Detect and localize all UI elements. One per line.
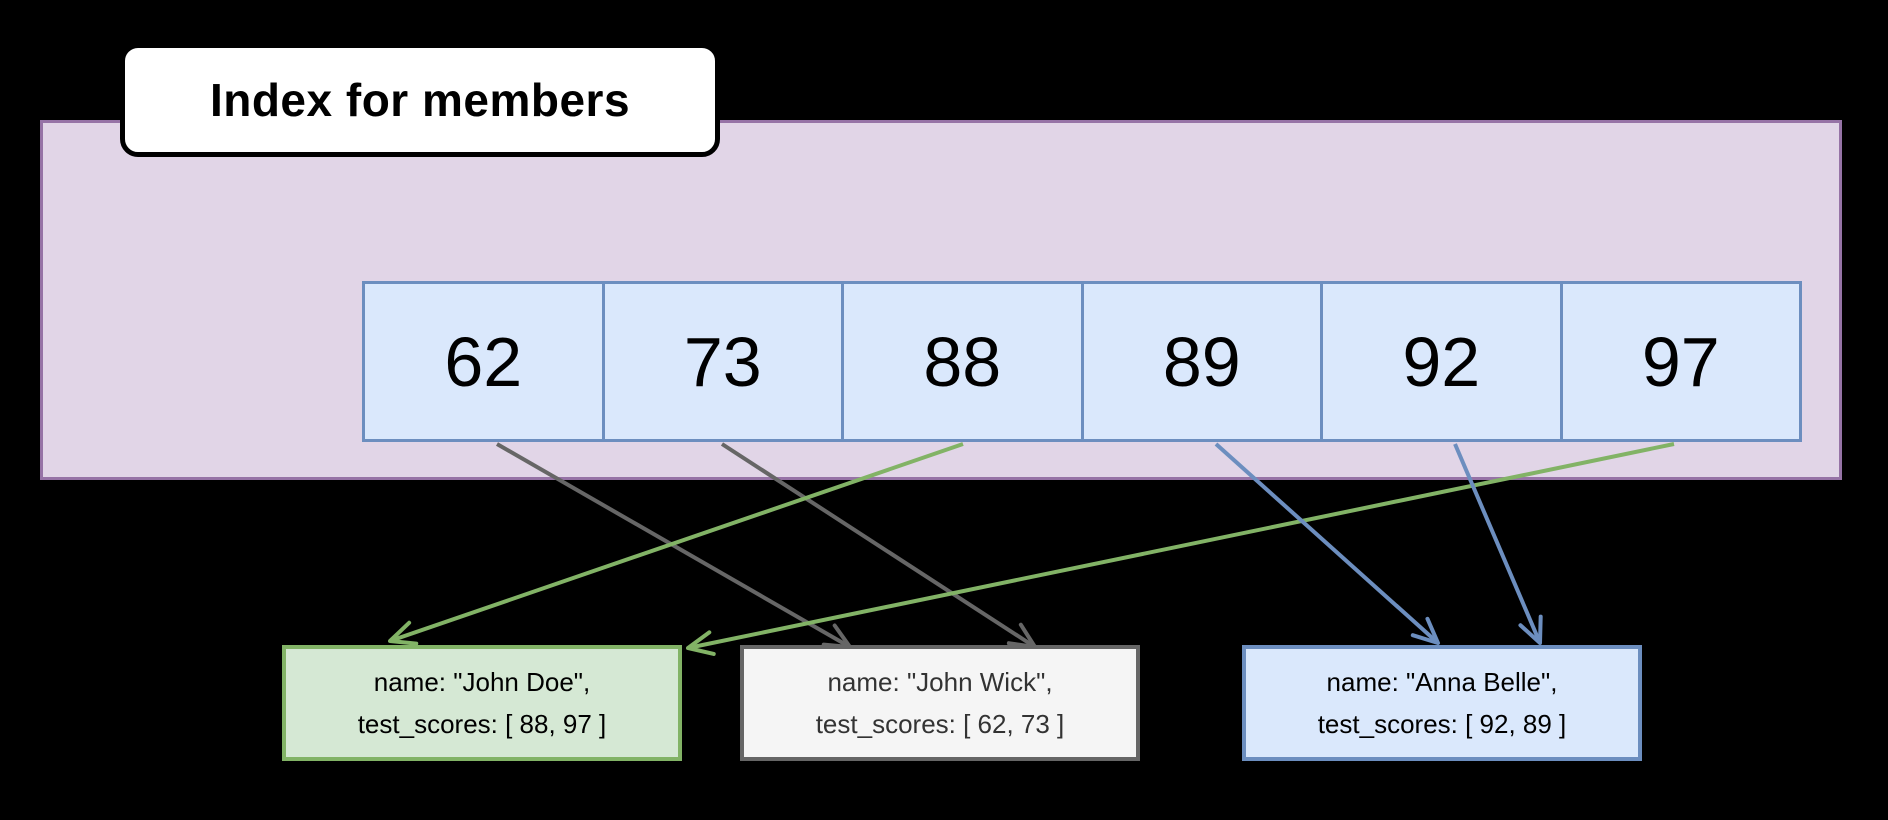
- document-line: test_scores: [ 62, 73 ]: [815, 709, 1065, 739]
- index-cell: 97: [1641, 322, 1720, 401]
- document-line: test_scores: [ 92, 89 ]: [1317, 709, 1567, 739]
- index-cell: 92: [1323, 284, 1563, 439]
- document-card-anna-belle: name: "Anna Belle", test_scores: [ 92, 8…: [1242, 645, 1642, 761]
- document-line: name: "Anna Belle",: [1326, 667, 1558, 697]
- diagram-title: Index for members: [209, 74, 631, 126]
- index-cell: 62: [365, 284, 605, 439]
- document-card-john-wick: name: "John Wick", test_scores: [ 62, 73…: [740, 645, 1140, 761]
- index-cell: 88: [844, 284, 1084, 439]
- document-line: name: "John Wick",: [827, 667, 1053, 697]
- index-cells-row: 62 73 88 89 92 97: [362, 281, 1802, 442]
- document-line: name: "John Doe",: [373, 667, 591, 697]
- document-card-john-doe: name: "John Doe", test_scores: [ 88, 97 …: [282, 645, 682, 761]
- index-cell: 73: [605, 284, 844, 439]
- document-line: test_scores: [ 88, 97 ]: [357, 709, 607, 739]
- title-box: Index for members: [120, 43, 720, 157]
- index-cell: 89: [1084, 284, 1323, 439]
